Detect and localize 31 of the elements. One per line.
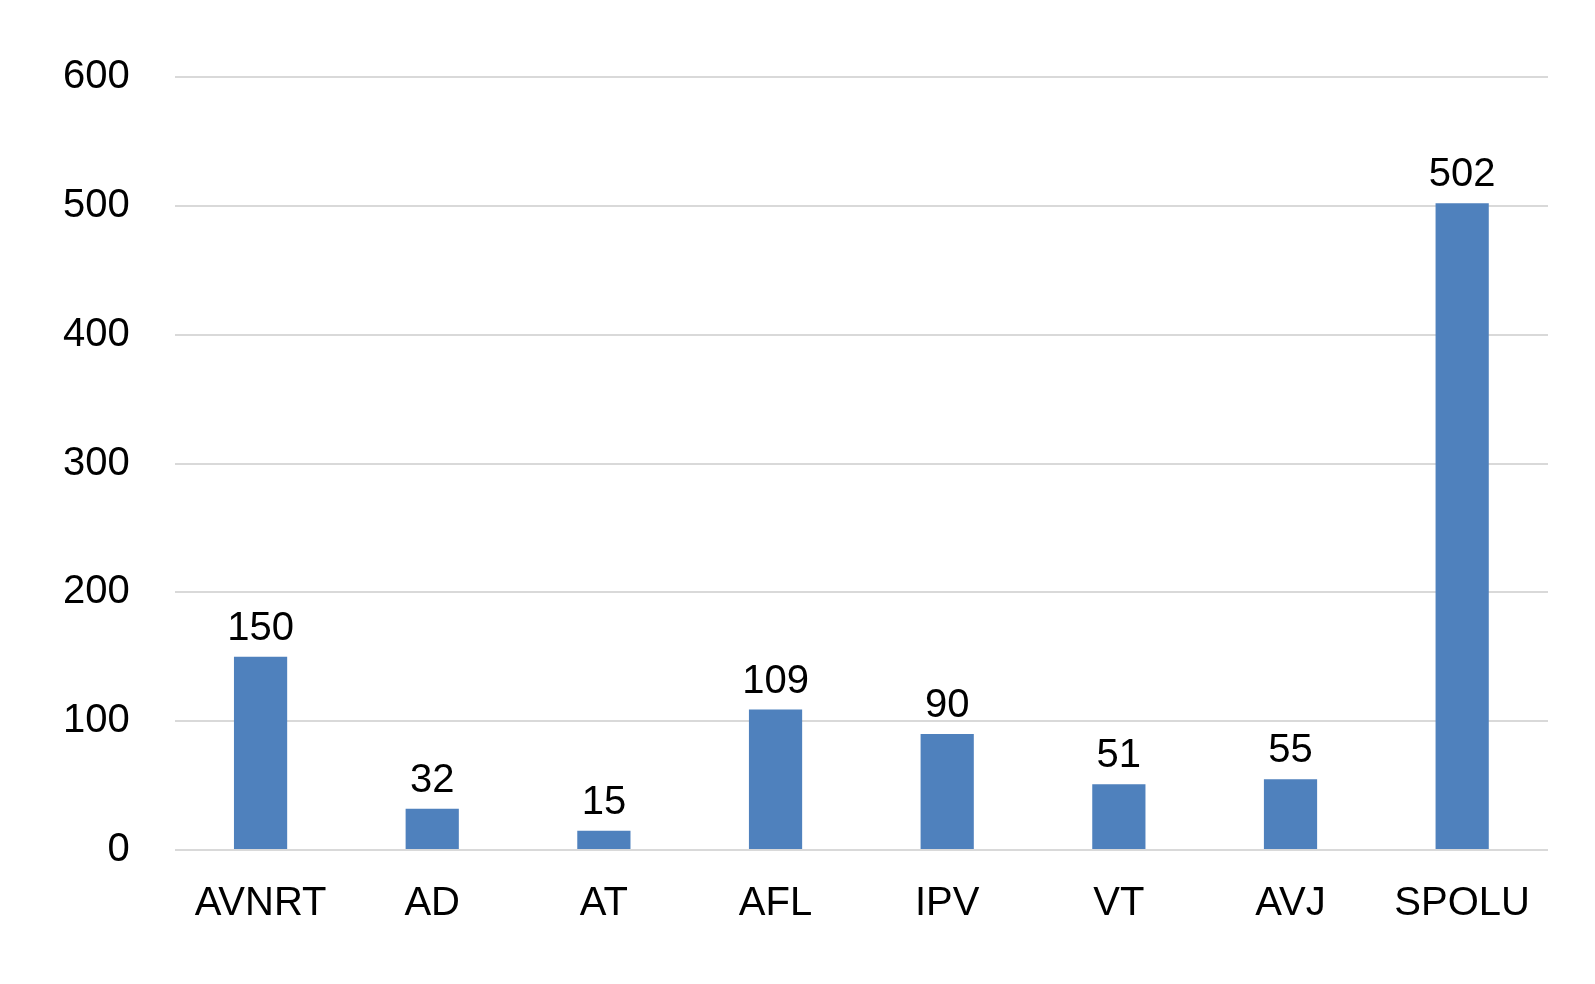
data-label: 90	[924, 681, 970, 726]
x-tick-label: VT	[1093, 879, 1145, 924]
data-label: 15	[581, 777, 627, 822]
bar	[1435, 203, 1489, 849]
y-tick-label: 300	[62, 438, 130, 483]
y-tick-label: 400	[62, 309, 130, 354]
x-tick-label: AVJ	[1255, 879, 1326, 924]
data-label: 150	[227, 603, 294, 648]
bar	[748, 709, 803, 849]
bar	[405, 808, 459, 849]
y-tick-label: 0	[107, 825, 130, 870]
data-label: 55	[1268, 726, 1313, 771]
x-tick-label: AFL	[738, 879, 813, 924]
bar	[577, 830, 631, 849]
data-label: 502	[1428, 150, 1496, 195]
y-tick-label: 600	[62, 52, 130, 97]
data-label: 51	[1096, 731, 1142, 776]
data-label: 32	[409, 755, 455, 800]
bar	[1092, 784, 1146, 849]
y-tick-label: 500	[62, 180, 130, 225]
y-tick-label: 200	[62, 567, 130, 612]
x-tick-label: IPV	[914, 879, 980, 924]
y-tick-label: 100	[62, 696, 130, 741]
x-tick-label: AVNRT	[194, 879, 327, 924]
bar	[1263, 779, 1318, 849]
bar	[233, 656, 288, 849]
data-label: 109	[742, 656, 809, 701]
x-tick-label: AD	[404, 879, 461, 924]
x-tick-label: SPOLU	[1394, 879, 1530, 924]
x-tick-label: AT	[579, 879, 628, 924]
bar	[920, 734, 974, 849]
